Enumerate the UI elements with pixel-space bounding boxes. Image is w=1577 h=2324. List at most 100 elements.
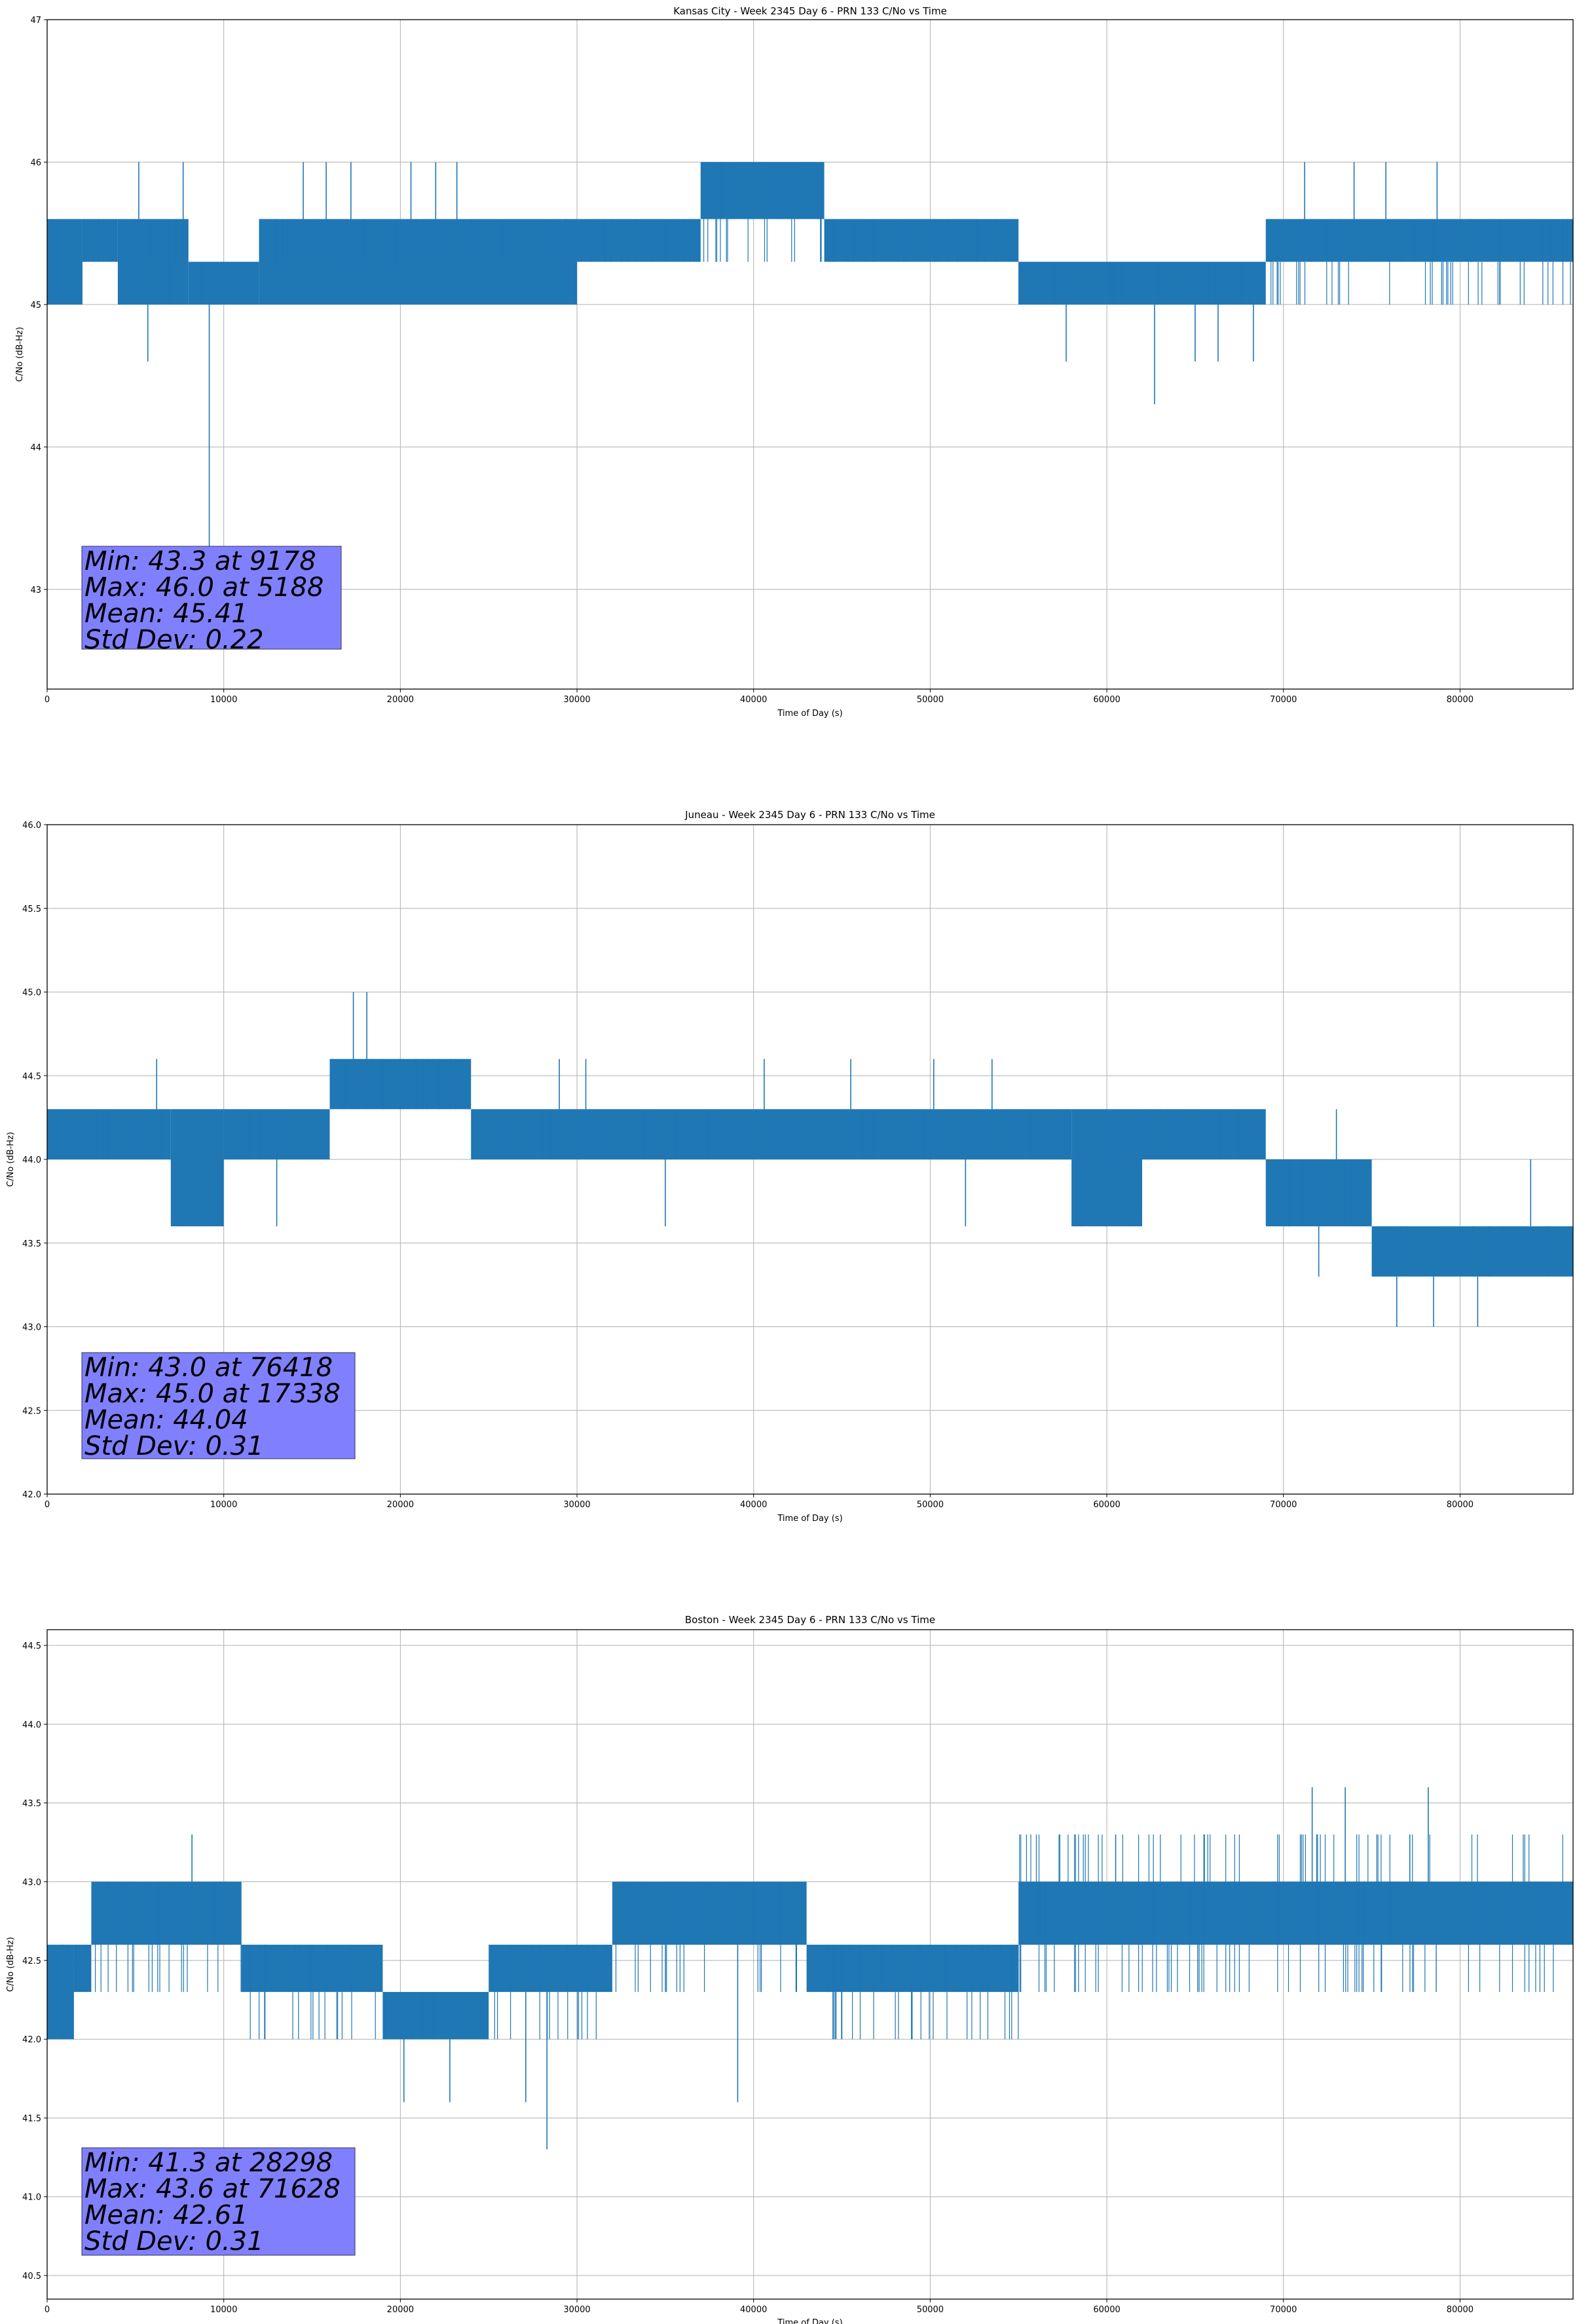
stat-max: Max: 43.6 at 71628 bbox=[84, 2174, 341, 2204]
series-band bbox=[47, 219, 83, 305]
series-band bbox=[489, 1944, 612, 1993]
x-tick-label: 30000 bbox=[563, 2305, 590, 2315]
series-band bbox=[471, 1109, 1072, 1159]
y-tick-label: 41.5 bbox=[22, 2114, 41, 2124]
chart-title: Kansas City - Week 2345 Day 6 - PRN 133 … bbox=[673, 5, 947, 17]
series-band bbox=[241, 1944, 383, 1993]
x-tick-label: 80000 bbox=[1447, 2305, 1474, 2315]
series-band bbox=[47, 1944, 74, 2040]
series-band bbox=[170, 1109, 224, 1227]
series-band bbox=[577, 219, 701, 262]
y-tick-label: 40.5 bbox=[22, 2272, 41, 2281]
y-tick-label: 41.0 bbox=[22, 2193, 41, 2203]
series-trace bbox=[75, 1944, 88, 1993]
stats-box: Min: 41.3 at 28298 Max: 43.6 at 71628 Me… bbox=[81, 2147, 356, 2257]
x-tick-label: 0 bbox=[45, 1500, 50, 1510]
y-tick-label: 46.0 bbox=[22, 821, 41, 831]
y-tick-label: 45.0 bbox=[22, 988, 41, 998]
y-tick-label: 47 bbox=[30, 16, 41, 26]
series-trace bbox=[615, 1881, 797, 1993]
series-trace bbox=[177, 1109, 224, 1227]
series-band bbox=[1265, 219, 1573, 262]
subplot-kansas-city: Kansas City - Week 2345 Day 6 - PRN 133 … bbox=[15, 5, 1574, 719]
series-trace bbox=[48, 1944, 74, 2040]
x-tick-label: 50000 bbox=[917, 2305, 944, 2315]
series-trace bbox=[51, 219, 77, 262]
x-tick-label: 50000 bbox=[917, 695, 944, 705]
x-tick-label: 60000 bbox=[1093, 2305, 1120, 2315]
series-band bbox=[73, 1944, 92, 1993]
y-tick-label: 43.5 bbox=[22, 1239, 41, 1249]
x-tick-label: 40000 bbox=[740, 1500, 767, 1510]
stats-box-background bbox=[81, 1352, 356, 1459]
y-tick-label: 44 bbox=[30, 443, 41, 453]
y-tick-label: 43.0 bbox=[22, 1878, 41, 1888]
y-tick-label: 44.5 bbox=[22, 1072, 41, 1081]
subplot-juneau: Juneau - Week 2345 Day 6 - PRN 133 C/No … bbox=[6, 809, 1574, 1524]
x-tick-label: 20000 bbox=[387, 2305, 414, 2315]
x-tick-label: 10000 bbox=[210, 1500, 237, 1510]
series-band bbox=[188, 261, 259, 305]
y-tick-label: 45.5 bbox=[22, 905, 41, 914]
y-tick-label: 45 bbox=[30, 301, 41, 310]
stat-std-dev: Std Dev: 0.22 bbox=[84, 625, 264, 655]
y-tick-label: 42.5 bbox=[22, 1406, 41, 1416]
x-tick-label: 70000 bbox=[1270, 695, 1297, 705]
y-tick-label: 44.0 bbox=[22, 1155, 41, 1165]
series-trace bbox=[259, 219, 575, 262]
stats-box-background bbox=[81, 2147, 356, 2256]
series-trace bbox=[60, 1109, 163, 1159]
stat-max: Max: 45.0 at 17338 bbox=[84, 1379, 341, 1409]
series-band bbox=[1071, 1109, 1142, 1227]
series-band bbox=[824, 219, 1019, 262]
series-trace bbox=[826, 1944, 1019, 2040]
x-tick-label: 20000 bbox=[387, 695, 414, 705]
series-trace bbox=[591, 219, 699, 262]
stat-mean: Mean: 42.61 bbox=[84, 2200, 248, 2230]
stat-min: Min: 41.3 at 28298 bbox=[84, 2148, 333, 2178]
x-axis-label: Time of Day (s) bbox=[777, 1514, 842, 1524]
stat-mean: Mean: 44.04 bbox=[84, 1405, 248, 1435]
x-tick-label: 50000 bbox=[917, 1500, 944, 1510]
y-tick-label: 42.0 bbox=[22, 2035, 41, 2045]
series-band bbox=[91, 1881, 242, 1945]
subplot-boston: Boston - Week 2345 Day 6 - PRN 133 C/No … bbox=[6, 1614, 1574, 2324]
chart-title: Juneau - Week 2345 Day 6 - PRN 133 C/No … bbox=[684, 809, 935, 821]
x-axis-label: Time of Day (s) bbox=[777, 709, 842, 719]
y-tick-label: 44.0 bbox=[22, 1720, 41, 1730]
chart-title: Boston - Week 2345 Day 6 - PRN 133 C/No … bbox=[685, 1614, 935, 1626]
stat-min: Min: 43.0 at 76418 bbox=[84, 1353, 333, 1383]
series-band bbox=[82, 219, 118, 262]
stats-box-background bbox=[81, 546, 342, 650]
series-trace bbox=[242, 1944, 376, 2040]
series-trace bbox=[83, 219, 117, 262]
x-tick-label: 40000 bbox=[740, 2305, 767, 2315]
stat-max: Max: 46.0 at 5188 bbox=[84, 572, 324, 603]
y-axis-label: C/No (dB-Hz) bbox=[6, 1937, 16, 1992]
series-trace bbox=[95, 1881, 242, 1993]
series-trace bbox=[1271, 219, 1571, 305]
x-axis-label: Time of Day (s) bbox=[777, 2318, 842, 2324]
x-tick-label: 80000 bbox=[1447, 1500, 1474, 1510]
series-trace bbox=[1278, 1159, 1362, 1227]
y-axis-label: C/No (dB-Hz) bbox=[6, 1132, 16, 1187]
x-tick-label: 60000 bbox=[1093, 695, 1120, 705]
x-tick-label: 20000 bbox=[387, 1500, 414, 1510]
x-tick-label: 80000 bbox=[1447, 695, 1474, 705]
x-tick-label: 30000 bbox=[563, 695, 590, 705]
x-tick-label: 30000 bbox=[563, 1500, 590, 1510]
series-trace bbox=[1075, 1109, 1134, 1227]
series-trace bbox=[1375, 1226, 1572, 1277]
series-trace bbox=[248, 1109, 317, 1159]
series-trace bbox=[342, 1059, 456, 1110]
y-tick-label: 43.0 bbox=[22, 1323, 41, 1333]
x-tick-label: 70000 bbox=[1270, 2305, 1297, 2315]
series-trace bbox=[382, 1992, 484, 2040]
stats-box: Min: 43.3 at 9178 Max: 46.0 at 5188 Mean… bbox=[81, 546, 342, 655]
series-band bbox=[1018, 1881, 1573, 1945]
series-band bbox=[1141, 1109, 1266, 1159]
stat-min: Min: 43.3 at 9178 bbox=[84, 546, 316, 576]
x-tick-label: 0 bbox=[45, 695, 50, 705]
y-tick-label: 43 bbox=[30, 586, 41, 595]
